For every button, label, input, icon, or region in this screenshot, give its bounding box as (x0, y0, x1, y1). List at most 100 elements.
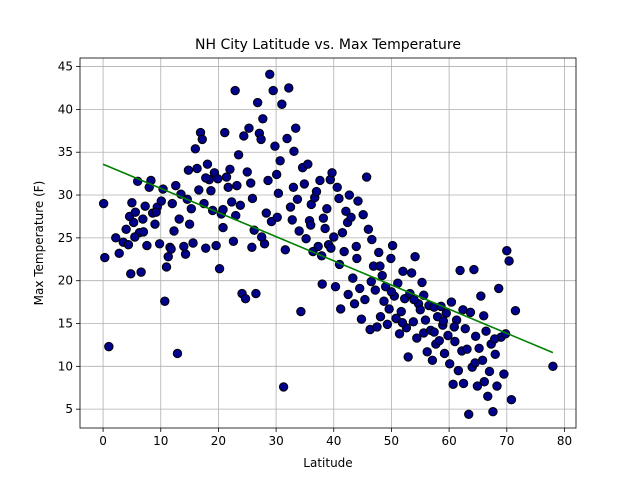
data-point (272, 212, 282, 223)
data-point (358, 210, 368, 220)
data-point (184, 219, 195, 229)
data-point (171, 180, 181, 191)
data-point (398, 266, 408, 276)
data-point (386, 253, 396, 264)
data-point (332, 182, 342, 193)
data-point (490, 349, 500, 360)
data-point (322, 204, 332, 214)
data-point (458, 305, 468, 315)
data-point (504, 256, 514, 266)
data-point (334, 193, 344, 204)
data-point (299, 179, 310, 189)
x-tick-label: 70 (499, 434, 514, 448)
data-point (379, 296, 389, 306)
data-point (206, 186, 216, 196)
data-point (410, 252, 420, 262)
data-point (167, 198, 177, 209)
data-point (396, 306, 406, 317)
data-point (226, 197, 237, 207)
data-point (240, 293, 251, 304)
data-point (138, 214, 148, 224)
data-point (372, 322, 382, 332)
data-point (363, 224, 374, 234)
data-point (377, 270, 387, 281)
data-point (474, 343, 484, 354)
data-point (214, 263, 225, 274)
data-point (140, 201, 150, 211)
data-point (303, 159, 313, 169)
data-point (356, 314, 367, 324)
data-point (450, 336, 460, 347)
data-point (499, 369, 509, 379)
data-point (100, 252, 110, 263)
data-point (202, 159, 213, 169)
data-point (448, 379, 458, 390)
data-point (330, 281, 341, 292)
data-point (462, 344, 472, 354)
y-tick-label: 5 (65, 402, 73, 416)
data-point (406, 268, 417, 278)
data-points (98, 69, 558, 419)
data-point (370, 285, 380, 295)
data-point (327, 168, 337, 178)
data-point (335, 304, 346, 314)
y-tick-label: 30 (58, 188, 73, 202)
data-point (291, 123, 301, 133)
x-tick-label: 80 (557, 434, 572, 448)
regression-line-group (102, 163, 554, 354)
data-point (166, 244, 176, 254)
data-point (460, 323, 470, 334)
data-point (242, 167, 252, 177)
data-point (326, 243, 336, 253)
data-point (289, 146, 299, 157)
data-point (270, 141, 280, 151)
data-point (258, 114, 268, 124)
data-point (348, 273, 358, 283)
data-point (386, 287, 397, 297)
data-point (502, 246, 512, 256)
data-point (352, 253, 362, 264)
data-point (375, 261, 385, 271)
data-point (277, 99, 287, 109)
data-point (492, 381, 502, 391)
data-point (271, 169, 282, 180)
data-point (121, 224, 131, 234)
data-point (213, 174, 223, 184)
data-point (154, 239, 165, 249)
data-point (111, 233, 121, 243)
data-point (211, 240, 221, 251)
data-point (344, 190, 355, 200)
regression-line (102, 163, 554, 354)
data-point (251, 288, 261, 299)
data-point (301, 234, 311, 244)
y-tick-label: 15 (58, 317, 73, 331)
data-point (510, 305, 521, 316)
data-point (136, 267, 146, 277)
data-point (114, 248, 124, 258)
data-point (494, 283, 504, 294)
data-point (434, 335, 445, 346)
data-point (439, 348, 450, 359)
data-point (239, 131, 249, 141)
data-point (455, 265, 465, 276)
data-point (429, 327, 439, 337)
data-point (382, 319, 393, 330)
data-point (268, 85, 278, 96)
data-point (220, 127, 230, 138)
data-point (438, 316, 449, 326)
data-point (183, 165, 194, 175)
x-axis-label: Latitude (303, 456, 352, 470)
data-point (479, 311, 489, 321)
data-point (180, 249, 191, 259)
data-point (305, 220, 316, 230)
data-point (417, 277, 427, 288)
data-point (472, 381, 483, 391)
data-point (427, 355, 438, 366)
data-point (470, 358, 480, 368)
data-point (104, 341, 114, 352)
data-point (476, 291, 486, 301)
data-point (247, 242, 257, 252)
data-point (453, 365, 464, 376)
data-point (256, 232, 267, 242)
